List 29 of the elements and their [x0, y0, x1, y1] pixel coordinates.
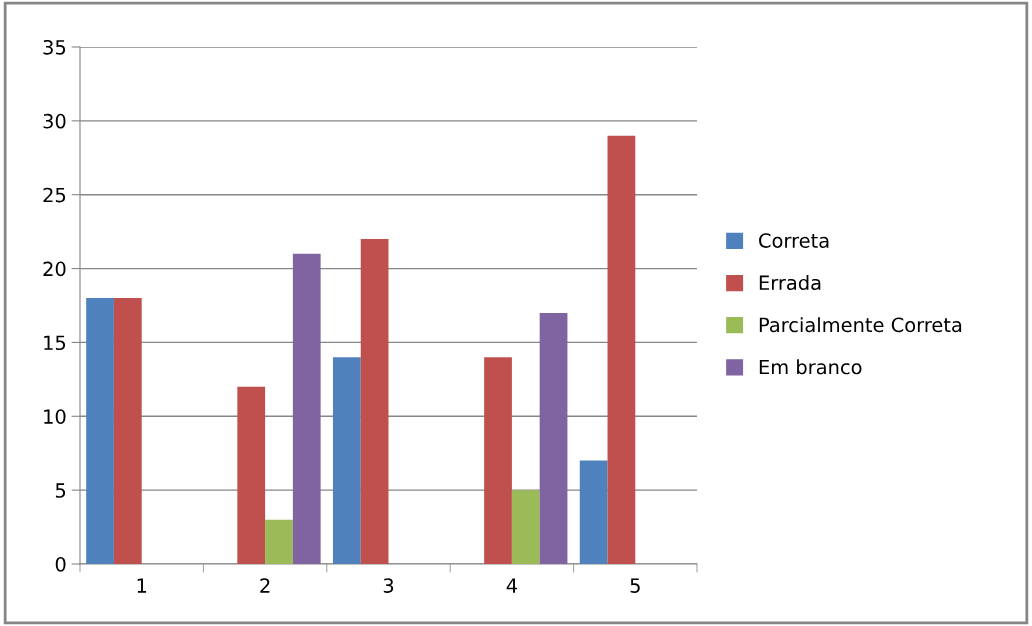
bar — [539, 312, 568, 564]
legend-label: Correta — [759, 233, 829, 248]
bar — [292, 253, 321, 564]
y-tick-label: 20 — [43, 261, 66, 277]
bar — [237, 386, 266, 564]
x-tick-label: 1 — [137, 578, 147, 593]
legend-label: Errada — [759, 275, 821, 291]
legend-label: Em branco — [759, 359, 862, 375]
legend-label: Parcialmente Correta — [759, 317, 962, 333]
bar — [113, 298, 142, 564]
y-tick-label: 15 — [44, 335, 66, 351]
x-tick-label: 3 — [383, 578, 394, 593]
bar — [332, 357, 361, 564]
y-tick-label: 10 — [44, 409, 66, 424]
bar — [360, 239, 389, 564]
bar — [484, 357, 512, 564]
bar — [265, 519, 293, 564]
y-tick-label: 35 — [43, 39, 66, 55]
y-tick-label: 25 — [43, 187, 66, 203]
y-tick-label: 0 — [55, 556, 66, 572]
y-tick-label: 5 — [55, 483, 66, 498]
x-tick-label: 5 — [630, 578, 640, 593]
bar — [579, 460, 608, 564]
bar — [511, 490, 540, 564]
x-tick-label: 4 — [506, 578, 517, 593]
y-tick-label: 30 — [43, 113, 66, 129]
bar — [607, 135, 636, 564]
x-tick-label: 2 — [260, 578, 270, 593]
bar — [86, 298, 114, 564]
